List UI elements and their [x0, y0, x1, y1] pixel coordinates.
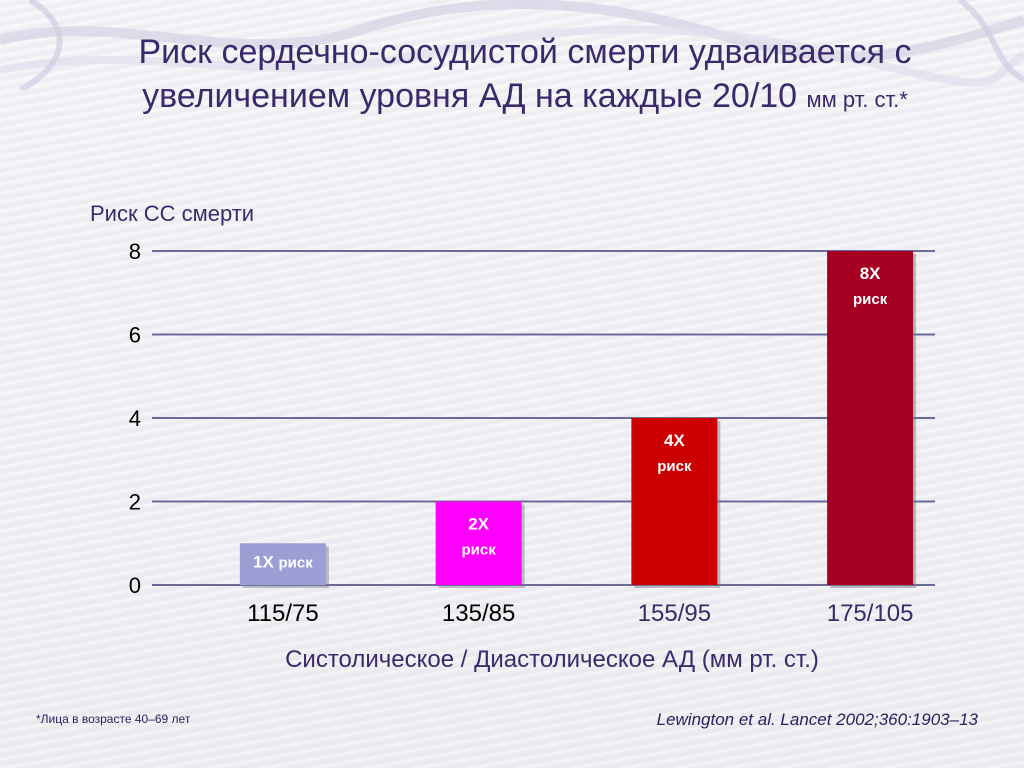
bar-value-label: 4X	[664, 431, 685, 450]
y-axis-label: Риск СС смерти	[90, 201, 254, 226]
y-tick-label: 8	[129, 239, 141, 264]
slide-title: Риск сердечно-сосудистой смерти удваивае…	[60, 30, 990, 122]
bar-115-75	[239, 543, 326, 585]
footnote: *Лица в возрасте 40–69 лет	[36, 712, 191, 726]
bar-value-sublabel: риск	[853, 291, 888, 308]
title-main: Риск сердечно-сосудистой смерти удваивае…	[138, 33, 912, 115]
y-tick-label: 0	[129, 573, 141, 598]
x-tick-label: 135/85	[442, 600, 515, 627]
y-tick-label: 2	[129, 490, 141, 515]
bar-value-sublabel: риск	[657, 458, 692, 475]
x-axis-label: Систолическое / Диастолическое АД (мм рт…	[285, 646, 819, 673]
decorative-swirls	[0, 0, 1024, 90]
citation: Lewington et al. Lancet 2002;360:1903–13	[656, 710, 978, 729]
x-tick-label: 115/75	[247, 600, 319, 627]
bar-135-85	[435, 501, 522, 585]
bar-value-label: 2X	[468, 515, 489, 534]
bar-value-label: 8X	[860, 264, 881, 283]
bar-value-label: 1X риск	[253, 552, 313, 571]
x-tick-label: 155/95	[638, 600, 711, 627]
x-tick-label: 175/105	[827, 600, 914, 627]
y-tick-label: 6	[129, 323, 141, 348]
bar-value-sublabel: риск	[462, 542, 497, 559]
bar-175-105	[827, 251, 914, 585]
title-unit: мм рт. ст.*	[806, 87, 908, 112]
bar-155-95	[631, 418, 718, 585]
y-tick-label: 4	[129, 406, 141, 431]
